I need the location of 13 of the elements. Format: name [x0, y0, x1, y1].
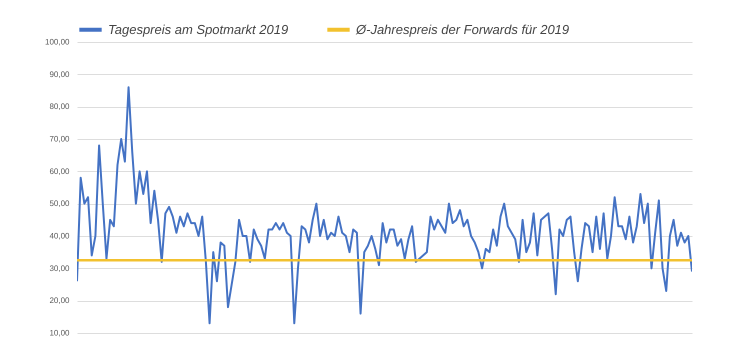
- y-tick-label: 70,00: [49, 134, 70, 144]
- legend-label: Tagespreis am Spotmarkt 2019: [108, 22, 288, 37]
- y-tick-label: 90,00: [49, 70, 70, 79]
- y-tick-label: 100,00: [45, 38, 70, 46]
- y-tick-label: 40,00: [49, 232, 70, 240]
- y-tick-label: 30,00: [49, 264, 70, 273]
- y-tick-label: 80,00: [49, 102, 70, 112]
- y-tick-label: 20,00: [49, 296, 70, 306]
- legend-label: Ø-Jahrespreis der Forwards für 2019: [355, 22, 570, 37]
- y-tick-label: 60,00: [49, 166, 70, 176]
- line-series: [77, 86, 692, 324]
- y-tick-label: 50,00: [49, 199, 70, 208]
- y-tick-label: 10,00: [49, 328, 70, 338]
